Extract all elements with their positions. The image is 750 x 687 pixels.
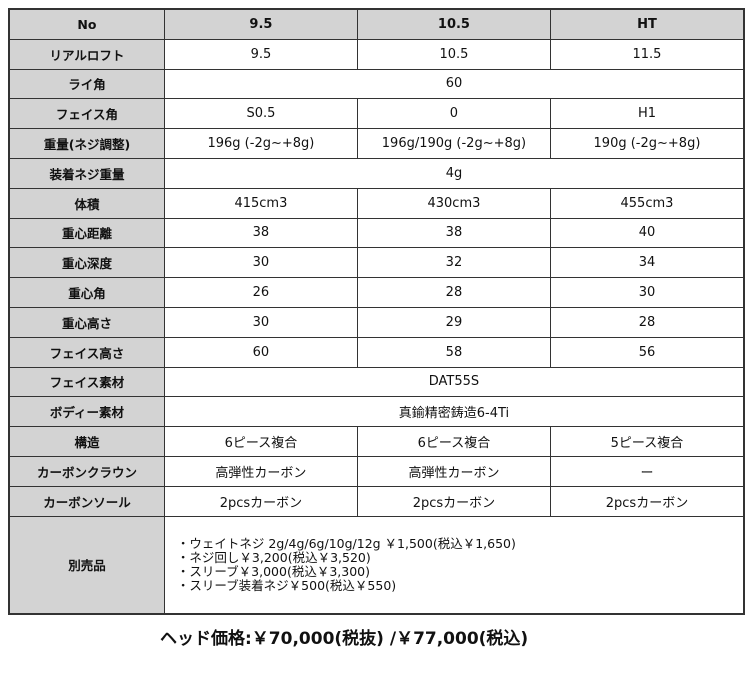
table-row: リアルロフト 9.5 10.5 11.5 bbox=[8, 38, 745, 70]
table-row: 重心深度 30 32 34 bbox=[8, 247, 745, 279]
cell-value: ー bbox=[549, 455, 745, 487]
header-cell: No bbox=[8, 8, 165, 40]
table-row: 重心距離 38 38 40 bbox=[8, 217, 745, 249]
row-label: 重心角 bbox=[8, 277, 165, 308]
row-label: 重心距離 bbox=[8, 217, 165, 249]
cell-value: 6ピース複合 bbox=[356, 426, 551, 457]
merged-value: 60 bbox=[163, 68, 745, 100]
row-label: 重心高さ bbox=[8, 306, 165, 338]
cell-value: 11.5 bbox=[549, 38, 745, 70]
header-cell: HT bbox=[549, 8, 745, 40]
cell-value: 10.5 bbox=[356, 38, 551, 70]
row-label: フェイス高さ bbox=[8, 336, 165, 368]
cell-value: S0.5 bbox=[163, 98, 358, 130]
accessories-list: ・ウェイトネジ 2g/4g/6g/10g/12g ￥1,500(税込￥1,650… bbox=[163, 515, 745, 615]
row-label: 体積 bbox=[8, 187, 165, 219]
table-row: 装着ネジ重量 4g bbox=[8, 157, 745, 189]
cell-value: 30 bbox=[163, 306, 358, 338]
accessory-item: ・ウェイトネジ 2g/4g/6g/10g/12g ￥1,500(税込￥1,650… bbox=[176, 535, 516, 551]
cell-value: 415cm3 bbox=[163, 187, 358, 219]
accessories-row: 別売品 ・ウェイトネジ 2g/4g/6g/10g/12g ￥1,500(税込￥1,… bbox=[8, 515, 745, 615]
cell-value: 196g (-2g~+8g) bbox=[163, 128, 358, 159]
cell-value: 34 bbox=[549, 247, 745, 279]
merged-value: 真鍮精密鋳造6-4Ti bbox=[163, 396, 745, 428]
cell-value: 56 bbox=[549, 336, 745, 368]
cell-value: 455cm3 bbox=[549, 187, 745, 219]
table-row: 重心角 26 28 30 bbox=[8, 277, 745, 308]
cell-value: 30 bbox=[549, 277, 745, 308]
row-label: ライ角 bbox=[8, 68, 165, 100]
cell-value: 2pcsカーボン bbox=[163, 485, 358, 517]
header-row: No 9.5 10.5 HT bbox=[8, 8, 745, 40]
row-label: リアルロフト bbox=[8, 38, 165, 70]
table-row: フェイス高さ 60 58 56 bbox=[8, 336, 745, 368]
cell-value: 190g (-2g~+8g) bbox=[549, 128, 745, 159]
cell-value: 9.5 bbox=[163, 38, 358, 70]
cell-value: 40 bbox=[549, 217, 745, 249]
cell-value: 高弾性カーボン bbox=[356, 455, 551, 487]
row-label: フェイス素材 bbox=[8, 366, 165, 398]
cell-value: 30 bbox=[163, 247, 358, 279]
cell-value: 6ピース複合 bbox=[163, 426, 358, 457]
cell-value: 26 bbox=[163, 277, 358, 308]
cell-value: 5ピース複合 bbox=[549, 426, 745, 457]
cell-value: 2pcsカーボン bbox=[549, 485, 745, 517]
cell-value: 430cm3 bbox=[356, 187, 551, 219]
row-label: 重心深度 bbox=[8, 247, 165, 279]
table-row: 体積 415cm3 430cm3 455cm3 bbox=[8, 187, 745, 219]
row-label: カーボンクラウン bbox=[8, 455, 165, 487]
row-label: 装着ネジ重量 bbox=[8, 157, 165, 189]
cell-value: 28 bbox=[356, 277, 551, 308]
table-row: カーボンソール 2pcsカーボン 2pcsカーボン 2pcsカーボン bbox=[8, 485, 745, 517]
merged-value: 4g bbox=[163, 157, 745, 189]
table-row: フェイス角 S0.5 0 H1 bbox=[8, 98, 745, 130]
head-price: ヘッド価格:￥70,000(税抜) /￥77,000(税込) bbox=[160, 629, 529, 649]
table-row: 構造 6ピース複合 6ピース複合 5ピース複合 bbox=[8, 426, 745, 457]
table-row: フェイス素材 DAT55S bbox=[8, 366, 745, 398]
cell-value: 196g/190g (-2g~+8g) bbox=[356, 128, 551, 159]
row-label: 別売品 bbox=[8, 515, 165, 615]
cell-value: 29 bbox=[356, 306, 551, 338]
accessory-item: ・ネジ回し￥3,200(税込￥3,520) bbox=[176, 549, 371, 565]
cell-value: 2pcsカーボン bbox=[356, 485, 551, 517]
cell-value: 32 bbox=[356, 247, 551, 279]
header-cell: 10.5 bbox=[356, 8, 551, 40]
row-label: ボディー素材 bbox=[8, 396, 165, 428]
cell-value: 38 bbox=[163, 217, 358, 249]
accessory-item: ・スリーブ￥3,000(税込￥3,300) bbox=[176, 563, 370, 579]
table-row: 重量(ネジ調整) 196g (-2g~+8g) 196g/190g (-2g~+8g… bbox=[8, 128, 745, 159]
cell-value: 38 bbox=[356, 217, 551, 249]
cell-value: 28 bbox=[549, 306, 745, 338]
header-cell: 9.5 bbox=[163, 8, 358, 40]
table-row: ボディー素材 真鍮精密鋳造6-4Ti bbox=[8, 396, 745, 428]
cell-value: H1 bbox=[549, 98, 745, 130]
spec-table: No 9.5 10.5 HT リアルロフト 9.5 10.5 11.5 ライ角 60 フェイ… bbox=[8, 8, 745, 615]
row-label: フェイス角 bbox=[8, 98, 165, 130]
cell-value: 58 bbox=[356, 336, 551, 368]
cell-value: 60 bbox=[163, 336, 358, 368]
merged-value: DAT55S bbox=[163, 366, 745, 398]
row-label: 重量(ネジ調整) bbox=[8, 128, 165, 159]
cell-value: 0 bbox=[356, 98, 551, 130]
table-row: ライ角 60 bbox=[8, 68, 745, 100]
row-label: 構造 bbox=[8, 426, 165, 457]
row-label: カーボンソール bbox=[8, 485, 165, 517]
table-row: 重心高さ 30 29 28 bbox=[8, 306, 745, 338]
accessory-item: ・スリーブ装着ネジ￥500(税込￥550) bbox=[176, 577, 397, 593]
cell-value: 高弾性カーボン bbox=[163, 455, 358, 487]
table-row: カーボンクラウン 高弾性カーボン 高弾性カーボンー bbox=[8, 455, 745, 487]
